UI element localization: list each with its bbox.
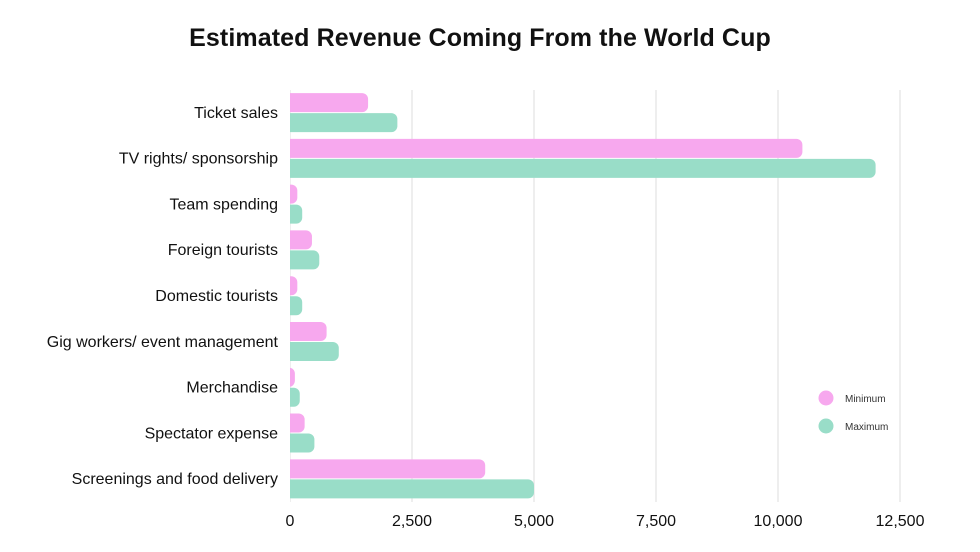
x-tick-label: 7,500 bbox=[636, 513, 676, 530]
bar-minimum bbox=[284, 93, 369, 113]
bar-maximum bbox=[284, 113, 398, 133]
category-label: TV rights/ sponsorship bbox=[119, 151, 278, 168]
bar-maximum bbox=[284, 158, 876, 178]
category-label: Domestic tourists bbox=[155, 288, 278, 305]
legend-label-minimum: Minimum bbox=[845, 394, 886, 405]
x-tick-label: 10,000 bbox=[754, 513, 803, 530]
category-label: Gig workers/ event management bbox=[47, 334, 279, 351]
x-tick-label: 0 bbox=[286, 513, 295, 530]
axis-mask bbox=[282, 90, 290, 502]
bar-maximum bbox=[284, 250, 320, 270]
bar-maximum bbox=[284, 479, 534, 499]
legend-swatch-minimum bbox=[818, 390, 834, 406]
bar-minimum bbox=[284, 459, 486, 479]
chart-title: Estimated Revenue Coming From the World … bbox=[189, 24, 771, 52]
bar-maximum bbox=[284, 341, 339, 361]
bar-maximum bbox=[284, 433, 315, 453]
category-label: Spectator expense bbox=[145, 425, 279, 442]
bar-minimum bbox=[284, 230, 312, 250]
category-label: Screenings and food delivery bbox=[72, 471, 278, 488]
legend-swatch-maximum bbox=[818, 418, 834, 434]
category-label: Ticket sales bbox=[194, 105, 278, 122]
category-label: Merchandise bbox=[186, 380, 278, 397]
bar-minimum bbox=[284, 138, 803, 158]
category-labels: Ticket sales TV rights/ sponsorship Team s… bbox=[47, 105, 279, 488]
category-label: Team spending bbox=[169, 196, 278, 213]
legend-label-maximum: Maximum bbox=[845, 422, 888, 433]
bars bbox=[282, 90, 876, 502]
category-label: Foreign tourists bbox=[168, 242, 278, 259]
legend: Minimum Maximum bbox=[818, 390, 888, 434]
x-tick-label: 12,500 bbox=[876, 513, 925, 530]
x-tick-label: 2,500 bbox=[392, 513, 432, 530]
x-axis-ticks: 0 2,500 5,000 7,500 10,000 12,500 bbox=[286, 513, 925, 530]
x-tick-label: 5,000 bbox=[514, 513, 554, 530]
bar-minimum bbox=[284, 321, 327, 341]
